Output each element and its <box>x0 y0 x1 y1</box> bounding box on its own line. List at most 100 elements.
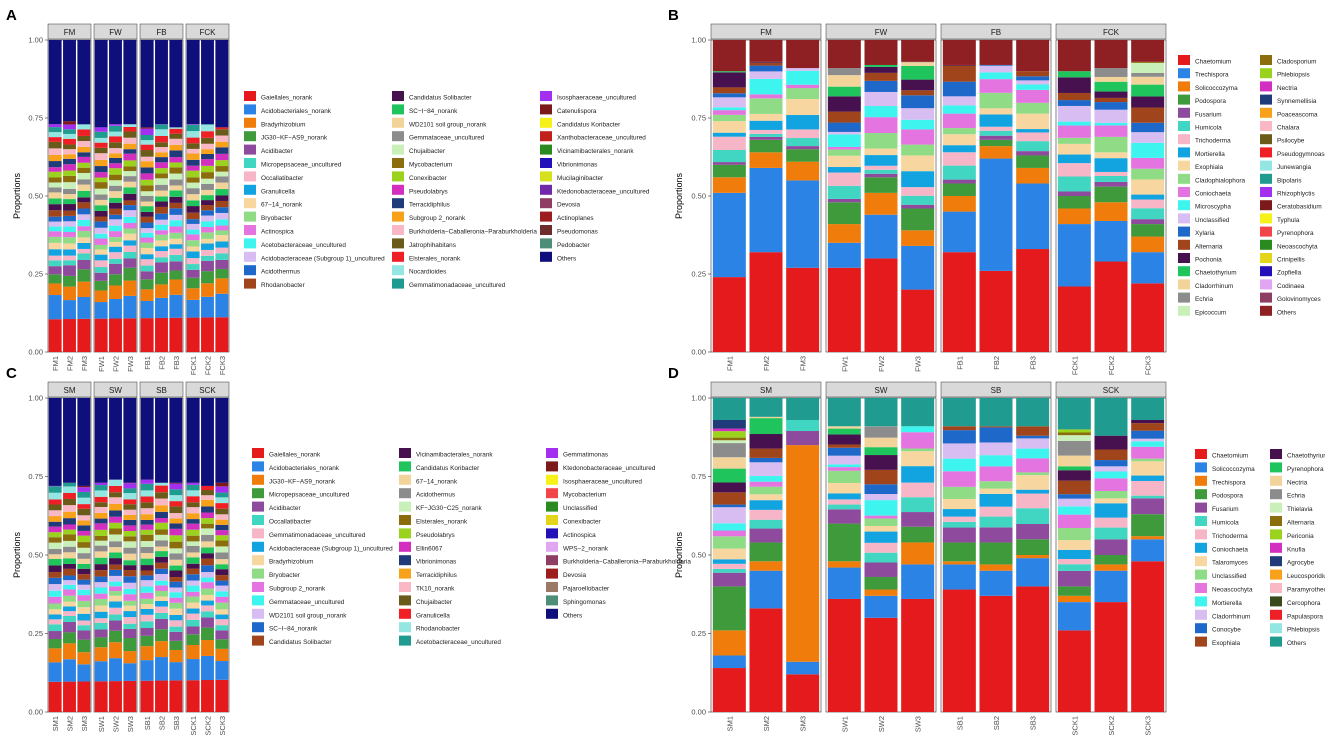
bar-segment <box>63 611 76 616</box>
bar-segment <box>140 279 154 290</box>
bar-segment <box>94 177 108 183</box>
bar-segment <box>786 129 820 139</box>
bar-segment <box>94 502 108 507</box>
bar-segment <box>77 595 91 601</box>
bar-segment <box>63 575 76 581</box>
legend-label: Poaceascoma <box>1277 111 1318 118</box>
bar-segment <box>123 541 137 548</box>
bar-segment <box>186 591 200 597</box>
legend-label: Agrocybe <box>1287 560 1314 567</box>
bar-segment <box>827 434 861 445</box>
bar-segment <box>63 129 76 134</box>
legend-swatch <box>1178 121 1190 131</box>
legend-swatch <box>546 582 558 592</box>
bar-segment <box>186 159 200 166</box>
bar-segment <box>63 175 76 183</box>
facet-strip-label: SCK <box>1103 386 1120 395</box>
bar-segment <box>201 523 214 529</box>
bar-segment <box>123 663 137 681</box>
bar-segment <box>864 455 898 470</box>
bar-segment <box>215 129 229 136</box>
bar-segment <box>140 300 154 319</box>
bar-segment <box>77 398 91 486</box>
bar-segment <box>827 482 861 494</box>
legend-swatch <box>1178 173 1190 184</box>
facet-strip <box>940 381 1052 398</box>
bar-segment <box>48 590 62 597</box>
y-tick-label: 0.25 <box>691 270 706 279</box>
bar-segment <box>901 108 935 120</box>
legend-swatch <box>1270 529 1282 540</box>
facet-strip <box>139 23 184 40</box>
legend-swatch <box>1270 449 1282 459</box>
bar-segment <box>140 565 154 571</box>
bar-segment <box>1094 158 1128 172</box>
legend-label: Echria <box>1195 296 1214 303</box>
bar-segment <box>94 260 108 268</box>
bar-segment <box>786 68 820 71</box>
bar-segment <box>48 148 62 155</box>
bar-segment <box>169 150 183 158</box>
bar-segment <box>1016 76 1050 81</box>
bar-segment <box>186 188 200 195</box>
bar-segment <box>155 585 168 591</box>
bar-segment <box>1057 528 1091 541</box>
bar-segment <box>201 512 214 519</box>
bar-segment <box>169 254 183 262</box>
bar-segment <box>155 190 168 197</box>
bar-segment <box>1131 61 1165 63</box>
bar-segment <box>123 519 137 526</box>
legend-swatch <box>546 568 558 579</box>
bar-segment <box>827 428 861 435</box>
bar-segment <box>140 604 154 609</box>
bar-segment <box>1094 449 1128 461</box>
x-tick-label: SW1 <box>97 716 106 732</box>
bar-segment <box>109 285 122 299</box>
bar-segment <box>169 232 183 239</box>
bar-segment <box>1057 163 1091 177</box>
bar-segment <box>1094 564 1128 571</box>
bar-segment <box>1057 514 1091 529</box>
bar-segment <box>186 206 200 213</box>
bar-segment <box>712 177 746 193</box>
bar-segment <box>1094 555 1128 565</box>
bar-segment <box>827 242 861 268</box>
bar-segment <box>215 40 229 128</box>
bar-segment <box>109 614 122 621</box>
bar-segment <box>123 565 137 571</box>
bar-segment <box>155 618 168 630</box>
bar-segment <box>123 588 137 595</box>
legend-label: Isosphaeraceae_uncultured <box>563 478 642 485</box>
bar-segment <box>215 486 229 493</box>
bar-segment <box>169 615 183 621</box>
bar-segment <box>63 124 76 130</box>
bar-segment <box>155 546 168 552</box>
bar-segment <box>942 65 976 82</box>
bar-segment <box>123 638 137 652</box>
bar-segment <box>942 196 976 212</box>
bar-segment <box>169 631 183 641</box>
bar-segment <box>942 81 976 97</box>
bar-segment <box>48 210 62 217</box>
bar-segment <box>169 270 183 280</box>
bar-segment <box>215 540 229 547</box>
legend-label: Elsterales_norank <box>409 255 461 262</box>
bar-segment <box>109 552 122 559</box>
legend-label: Acidobacteriales_norank <box>269 465 340 472</box>
legend-swatch <box>399 515 411 525</box>
bar-segment <box>77 124 91 130</box>
bar-segment <box>749 40 783 62</box>
legend-swatch <box>1270 475 1282 486</box>
bar-segment <box>786 445 820 662</box>
bar-segment <box>827 447 861 456</box>
bar-segment <box>201 221 214 228</box>
bar-segment <box>63 595 76 602</box>
bar-segment <box>94 233 108 239</box>
bar-segment <box>749 509 783 520</box>
legend-label: Elsterales_norank <box>416 519 468 526</box>
bar-segment <box>63 534 76 541</box>
bar-segment <box>827 202 861 225</box>
bar-segment <box>979 139 1013 147</box>
bar-segment <box>1016 183 1050 250</box>
bar-segment <box>827 185 861 199</box>
